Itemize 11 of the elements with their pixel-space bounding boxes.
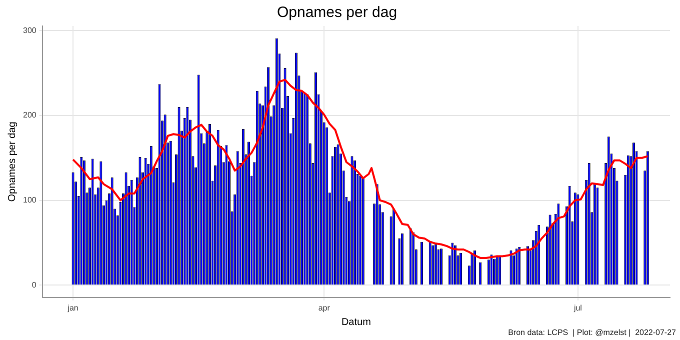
y-tick-label: 300 bbox=[22, 26, 37, 35]
y-axis-title: Opnames per dag bbox=[6, 122, 18, 202]
y-tick-label: 100 bbox=[22, 195, 37, 204]
x-axis-title: Datum bbox=[341, 316, 371, 328]
y-tick-label: 0 bbox=[32, 280, 37, 290]
y-tick-label: 200 bbox=[22, 110, 37, 120]
text: Bron data: LCPS | Plot: @mzelst | 2022-07-27 bbox=[508, 328, 677, 338]
chart-title: Opnames per dag bbox=[276, 4, 398, 22]
x-tick-label: jul bbox=[572, 303, 582, 312]
x-tick-label: jan bbox=[66, 303, 78, 312]
x-tick-label: apr bbox=[318, 303, 330, 312]
